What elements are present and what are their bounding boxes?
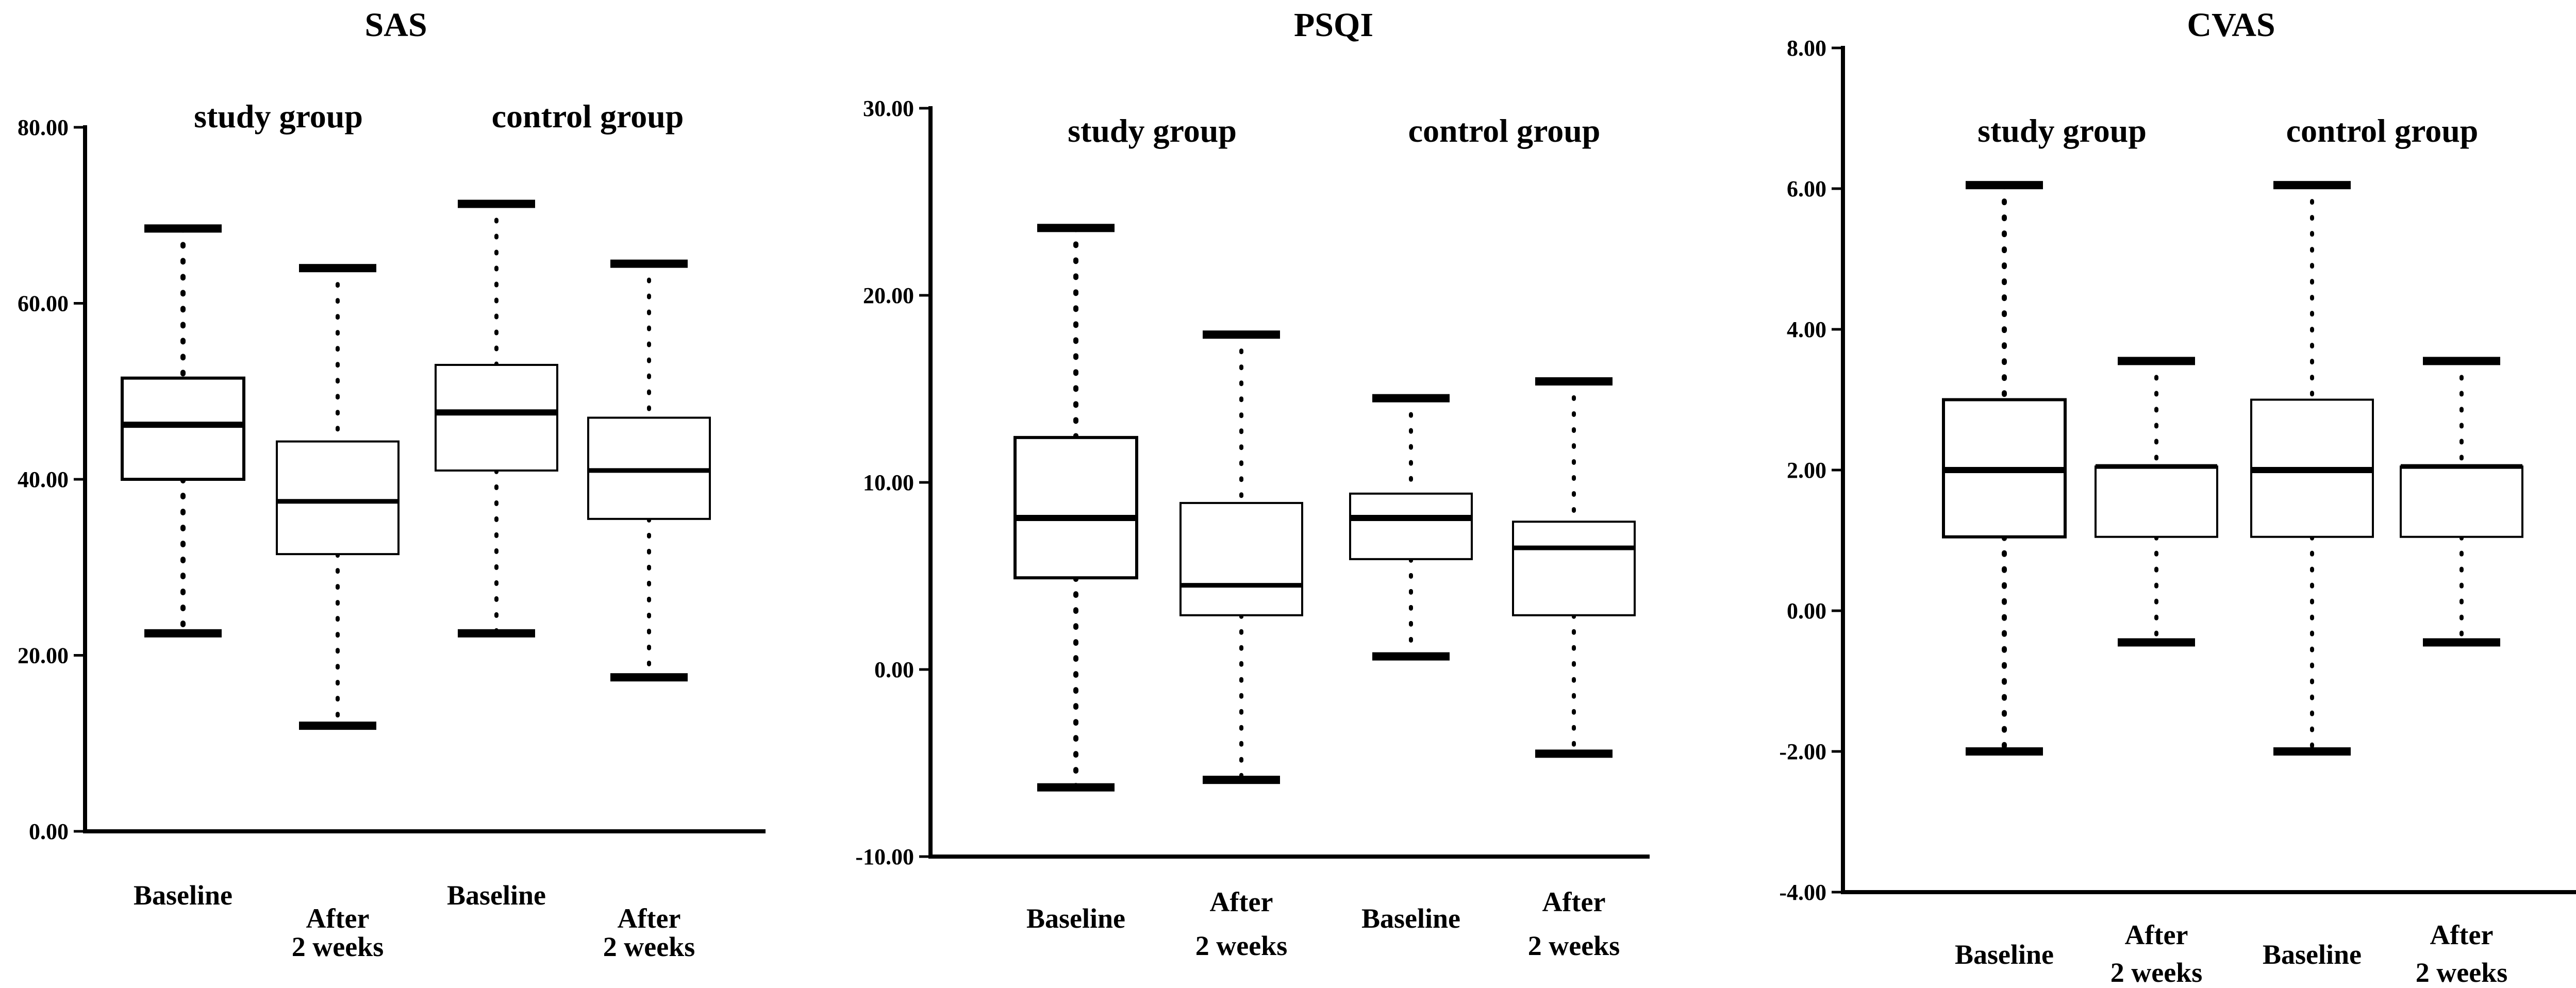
y-tick-label: -2.00: [1779, 739, 1826, 764]
chart-panel-psqi: PSQI -10.00 0.00 10.00 20.00 30.00 study group…: [855, 6, 1650, 961]
min-cap: [1535, 749, 1613, 758]
y-tick-label: 10.00: [863, 470, 914, 495]
min-cap: [2423, 638, 2500, 647]
box-2: [276, 264, 400, 730]
category-label: After: [1542, 886, 1606, 917]
y-tick-label: 80.00: [18, 115, 69, 140]
y-tick-label: 4.00: [1787, 317, 1826, 342]
min-cap: [1203, 776, 1280, 784]
y-tick-label: 0.00: [29, 819, 69, 844]
max-cap: [2118, 357, 2195, 365]
category-label: Baseline: [1026, 903, 1125, 934]
category-label: After: [1210, 886, 1273, 917]
category-label: Baseline: [134, 880, 232, 911]
category-label: 2 weeks: [1528, 930, 1620, 961]
y-tick-label: 20.00: [863, 283, 914, 308]
y-tick-label: 6.00: [1787, 176, 1826, 202]
category-label: 2 weeks: [603, 931, 695, 962]
y-tick-label: 0.00: [1787, 598, 1826, 624]
y-tick-label: 2.00: [1787, 458, 1826, 483]
box-3: [2250, 181, 2374, 756]
category-label: 2 weeks: [2416, 957, 2507, 988]
group-label: control group: [2286, 112, 2479, 149]
max-cap: [1203, 330, 1280, 339]
box-4: [1512, 377, 1636, 758]
box-4: [587, 259, 711, 682]
y-tick-label: 40.00: [18, 467, 69, 492]
group-label: control group: [1408, 112, 1601, 149]
y-tick-label: 0.00: [874, 657, 914, 682]
category-label: After: [618, 903, 681, 934]
min-cap: [610, 673, 688, 682]
chart-title: CVAS: [2187, 6, 2275, 44]
y-tick-label: -4.00: [1779, 880, 1826, 905]
y-tick-label: -10.00: [855, 844, 914, 869]
iqr-box: [2095, 465, 2218, 538]
min-cap: [2273, 747, 2351, 756]
group-label: study group: [1068, 112, 1237, 149]
max-cap: [144, 224, 222, 233]
y-tick-label: 8.00: [1787, 36, 1826, 61]
box-1: [121, 224, 245, 638]
min-cap: [2118, 638, 2195, 647]
max-cap: [1037, 224, 1115, 232]
y-tick-label: 60.00: [18, 291, 69, 316]
iqr-box: [435, 364, 558, 472]
iqr-box: [2400, 465, 2523, 538]
box-1: [1942, 181, 2067, 756]
box-3: [1349, 394, 1473, 661]
box-3: [435, 199, 558, 638]
box-2: [2095, 357, 2218, 647]
group-label: control group: [492, 98, 684, 135]
iqr-box: [1349, 492, 1473, 560]
category-label: Baseline: [1955, 939, 2054, 970]
group-label: study group: [1977, 112, 2147, 149]
y-tick-label: 20.00: [18, 643, 69, 668]
chart-title: SAS: [364, 6, 427, 44]
category-label: 2 weeks: [292, 931, 384, 962]
max-cap: [299, 264, 376, 273]
min-cap: [144, 629, 222, 638]
category-label: Baseline: [2263, 939, 2362, 970]
y-tick-label: 30.00: [863, 96, 914, 121]
group-label: study group: [194, 98, 363, 135]
category-label: 2 weeks: [1195, 930, 1287, 961]
chart-title: PSQI: [1294, 6, 1373, 44]
min-cap: [1966, 747, 2043, 756]
iqr-box: [121, 376, 245, 481]
max-cap: [610, 259, 688, 268]
iqr-box: [1512, 521, 1636, 616]
category-label: 2 weeks: [2110, 957, 2202, 988]
min-cap: [1372, 652, 1450, 661]
box-1: [1013, 224, 1138, 792]
box-4: [2400, 357, 2523, 647]
category-label: After: [2430, 919, 2494, 950]
iqr-box: [1013, 436, 1138, 580]
min-cap: [299, 722, 376, 730]
max-cap: [1372, 394, 1450, 403]
max-cap: [1535, 377, 1613, 386]
max-cap: [2423, 357, 2500, 365]
iqr-box: [276, 440, 400, 556]
category-label: After: [306, 903, 370, 934]
box-2: [1179, 330, 1303, 784]
iqr-box: [1179, 501, 1303, 616]
max-cap: [2273, 181, 2351, 190]
category-label: After: [2125, 919, 2188, 950]
max-cap: [1966, 181, 2043, 190]
min-cap: [1037, 783, 1115, 792]
category-label: Baseline: [447, 880, 546, 911]
min-cap: [458, 629, 535, 638]
max-cap: [458, 199, 535, 208]
chart-panel-sas: SAS 0.00 20.00 40.00 60.00 80.00 study group co…: [18, 6, 766, 962]
chart-panel-cvas: CVAS -4.00 -2.00 0.00 2.00 4.00 6.00 8.00 study …: [1779, 6, 2576, 988]
category-label: Baseline: [1361, 903, 1460, 934]
